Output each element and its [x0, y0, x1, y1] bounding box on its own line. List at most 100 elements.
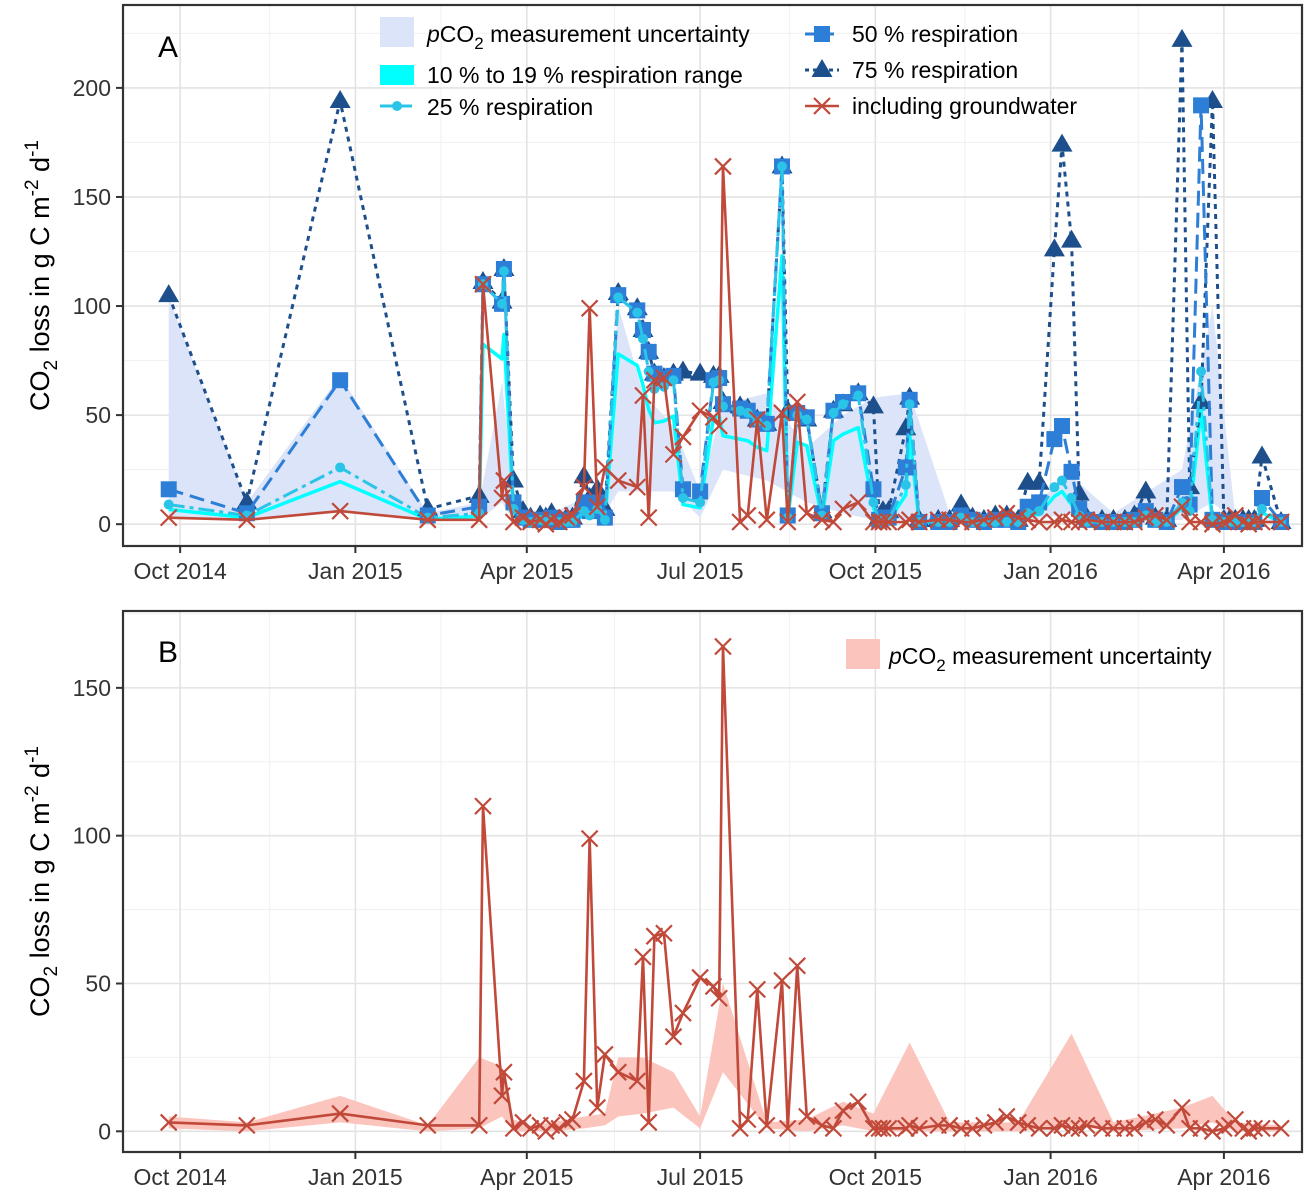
data-point-gw	[834, 500, 852, 518]
data-point-gw	[879, 513, 898, 531]
data-point-r25	[163, 499, 174, 510]
data-point-gw	[849, 1092, 867, 1111]
panel-border	[121, 609, 1304, 1154]
y-tick-label: 100	[73, 293, 111, 319]
data-point-gw	[758, 1116, 776, 1135]
y-axis-label: CO2 loss in g C m-2 d-1	[22, 746, 62, 1017]
y-axis-label: CO2 loss in g C m-2 d-1	[22, 140, 62, 411]
data-point-gw	[575, 1072, 593, 1090]
data-point-gw	[1215, 513, 1233, 531]
data-point-gw	[1146, 506, 1165, 525]
legend-key-r75-marker	[811, 59, 833, 77]
data-point-gw	[238, 1116, 256, 1135]
data-point-gw	[563, 1110, 582, 1129]
data-point-gw	[504, 513, 523, 531]
data-point-gw	[331, 502, 349, 520]
data-point-r25	[828, 407, 839, 418]
data-point-r75	[1190, 391, 1212, 410]
data-point-gw	[773, 971, 791, 990]
data-point-gw	[639, 1113, 658, 1132]
data-point-gw	[634, 948, 652, 966]
data-point-gw	[1173, 497, 1191, 516]
legend-label-range: 10 % to 19 % respiration range	[427, 62, 743, 88]
legend-label-uncertainty: pCO2 measurement uncertainty	[888, 643, 1212, 675]
data-point-gw	[1157, 1116, 1176, 1135]
data-point-gw	[1030, 1119, 1048, 1138]
data-point-gw	[664, 1027, 683, 1046]
x-tick-label: Apr 2016	[1177, 1164, 1270, 1190]
data-point-gw	[910, 513, 928, 531]
data-point-gw	[558, 1113, 576, 1132]
data-point-gw	[997, 1107, 1016, 1126]
x-tick-label: Jan 2016	[1003, 1164, 1098, 1190]
data-point-r50	[1174, 479, 1191, 496]
data-point-gw	[1125, 1119, 1144, 1138]
data-point-gw	[1146, 1110, 1165, 1129]
data-point-r25	[868, 497, 879, 508]
y-tick-label: 150	[73, 675, 111, 701]
x-tick-label: Jan 2016	[1003, 558, 1098, 584]
data-point-gw	[580, 829, 599, 848]
x-tick-label: Jul 2015	[657, 558, 744, 584]
legend-key-r25-marker	[392, 101, 402, 111]
data-point-r25	[900, 479, 911, 490]
data-point-r75	[1061, 229, 1083, 248]
data-point-r25	[1184, 506, 1195, 517]
data-point-r25	[335, 462, 346, 473]
data-point-r75	[689, 362, 711, 381]
data-point-gw	[655, 369, 673, 387]
data-point-gw	[813, 1116, 831, 1135]
data-point-gw	[493, 1087, 511, 1105]
data-point-gw	[1215, 1119, 1233, 1138]
data-point-gw	[710, 417, 728, 435]
data-point-r50	[1193, 97, 1210, 114]
data-point-gw	[798, 504, 816, 523]
data-point-r50	[865, 481, 882, 498]
y-tick-label: 50	[85, 970, 111, 996]
x-tick-label: Oct 2014	[133, 1164, 227, 1190]
data-point-gw	[1245, 513, 1264, 531]
data-point-gw	[495, 1063, 513, 1081]
data-point-r25	[853, 390, 864, 401]
data-point-gw	[639, 508, 658, 527]
data-point-r25	[613, 292, 624, 303]
legend-label-uncertainty: pCO2 measurement uncertainty	[426, 21, 750, 53]
data-point-gw	[159, 1113, 178, 1132]
data-point-gw	[655, 924, 673, 943]
data-point-gw	[493, 489, 511, 507]
legend-label-r25: 25 % respiration	[427, 94, 593, 120]
data-point-gw	[986, 508, 1005, 527]
legend-key-uncertainty	[846, 639, 880, 669]
data-point-r50	[332, 372, 349, 389]
data-point-gw	[331, 1104, 349, 1123]
data-point-gw	[997, 504, 1016, 523]
x-tick-label: Oct 2015	[829, 558, 922, 584]
data-point-gw	[474, 275, 492, 294]
data-point-gw	[1245, 1119, 1264, 1138]
data-point-r25	[498, 266, 509, 277]
data-point-gw	[1018, 1116, 1037, 1135]
y-tick-label: 100	[73, 823, 111, 849]
panel-b: Oct 2014 Jan 2015 Apr 2015 Jul 2015 Oct 2015…	[22, 609, 1304, 1190]
data-point-gw	[674, 428, 692, 446]
data-point-gw	[897, 513, 915, 531]
data-point-r25	[1049, 482, 1060, 493]
x-tick-label: Jan 2015	[308, 558, 403, 584]
data-point-gw	[691, 401, 709, 420]
data-point-gw	[1157, 511, 1176, 529]
uncertainty-band	[168, 983, 1282, 1132]
x-tick-label: Jul 2015	[657, 1164, 744, 1190]
data-point-gw	[1239, 1122, 1258, 1141]
data-point-gw	[986, 1113, 1005, 1132]
data-point-gw	[514, 1113, 532, 1132]
data-point-gw	[238, 511, 256, 529]
data-point-r75	[1051, 133, 1073, 152]
data-point-gw	[575, 478, 593, 496]
data-point-gw	[773, 404, 791, 422]
data-point-gw	[470, 1116, 488, 1135]
data-point-gw	[418, 1116, 437, 1135]
data-point-gw	[824, 1119, 843, 1138]
data-point-gw	[900, 1116, 919, 1135]
legend-label-r75: 75 % respiration	[852, 57, 1018, 83]
